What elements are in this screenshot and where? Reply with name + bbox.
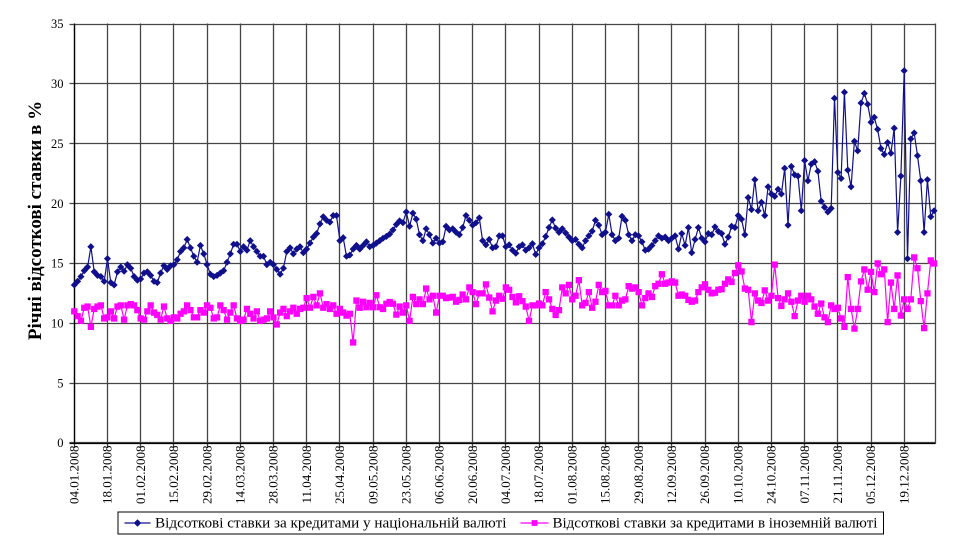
svg-text:01.08.2008: 01.08.2008 [564, 446, 579, 505]
svg-text:20.06.2008: 20.06.2008 [465, 446, 480, 505]
svg-text:29.02.2008: 29.02.2008 [199, 446, 214, 505]
svg-text:10: 10 [51, 317, 64, 331]
svg-text:15.02.2008: 15.02.2008 [166, 446, 181, 505]
svg-text:12.09.2008: 12.09.2008 [664, 446, 679, 505]
svg-text:20: 20 [51, 197, 64, 211]
svg-text:24.10.2008: 24.10.2008 [764, 446, 779, 505]
svg-text:23.05.2008: 23.05.2008 [399, 446, 414, 505]
svg-text:25: 25 [51, 137, 64, 151]
svg-text:04.07.2008: 04.07.2008 [498, 446, 513, 505]
svg-text:07.11.2008: 07.11.2008 [797, 446, 812, 504]
svg-text:19.12.2008: 19.12.2008 [896, 446, 911, 505]
svg-text:35: 35 [51, 17, 64, 31]
svg-text:25.04.2008: 25.04.2008 [332, 446, 347, 505]
svg-text:05.12.2008: 05.12.2008 [863, 446, 878, 505]
svg-text:0: 0 [57, 436, 63, 450]
svg-text:15.08.2008: 15.08.2008 [598, 446, 613, 505]
svg-text:Відсоткові ставки за кредитами: Відсоткові ставки за кредитами в іноземн… [553, 516, 878, 532]
svg-text:01.02.2008: 01.02.2008 [133, 446, 148, 505]
svg-text:09.05.2008: 09.05.2008 [365, 446, 380, 505]
svg-text:30: 30 [51, 77, 64, 91]
svg-text:10.10.2008: 10.10.2008 [730, 446, 745, 505]
svg-text:26.09.2008: 26.09.2008 [697, 446, 712, 505]
svg-text:5: 5 [57, 376, 63, 390]
svg-text:Відсоткові ставки за кредитами: Відсоткові ставки за кредитами у націона… [155, 515, 506, 532]
svg-text:18.07.2008: 18.07.2008 [531, 446, 546, 505]
svg-text:06.06.2008: 06.06.2008 [432, 446, 447, 505]
svg-text:Річні відсоткові ставки в %: Річні відсоткові ставки в % [25, 101, 46, 340]
svg-text:14.03.2008: 14.03.2008 [233, 446, 248, 505]
svg-text:29.08.2008: 29.08.2008 [631, 446, 646, 505]
svg-text:21.11.2008: 21.11.2008 [830, 446, 845, 504]
svg-text:15: 15 [51, 257, 64, 271]
svg-text:04.01.2008: 04.01.2008 [67, 446, 82, 505]
svg-text:11.04.2008: 11.04.2008 [299, 446, 314, 504]
svg-text:28.03.2008: 28.03.2008 [266, 446, 281, 505]
svg-text:18.01.2008: 18.01.2008 [100, 446, 115, 505]
